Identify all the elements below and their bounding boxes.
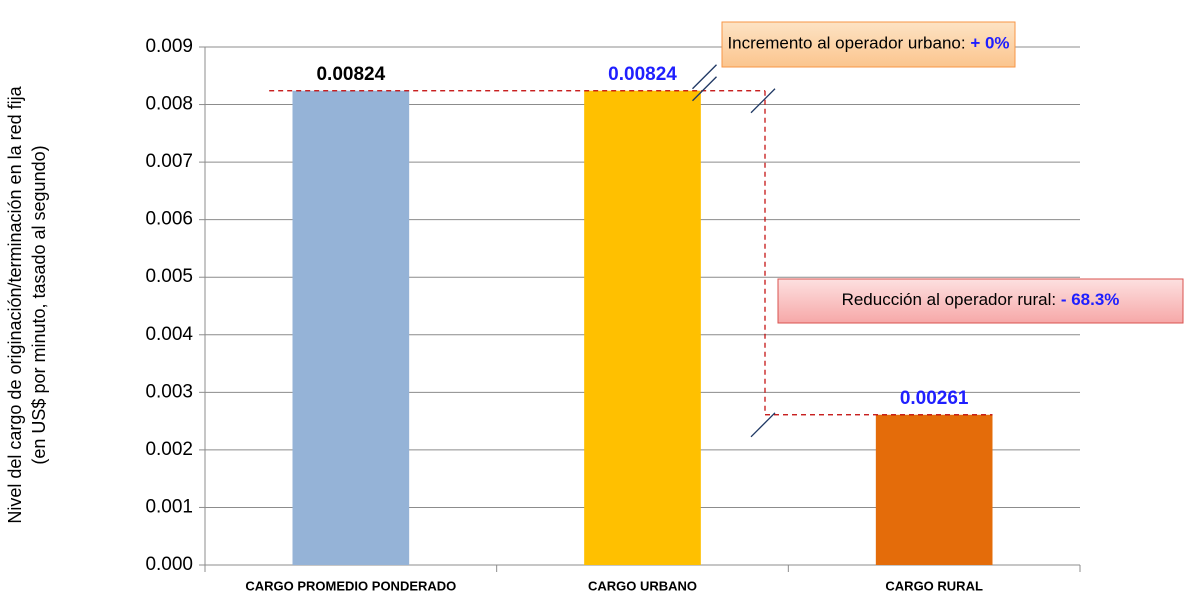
x-tick-label: CARGO URBANO [588,578,697,593]
annotation-box [777,278,1184,324]
value-label: 0.00824 [316,64,385,85]
break-mark [692,64,717,90]
y-tick-label: 0.006 [145,209,193,230]
y-axis-label: (en US$ por minuto, tasado al segundo) [29,145,49,464]
y-tick-label: 0.003 [145,381,193,402]
value-label: 0.00261 [900,388,969,409]
y-tick-label: 0.005 [145,266,193,287]
annotation-text: Reducción al operador rural: [842,290,1061,309]
break-mark [692,76,717,102]
annotation-highlight: - 68.3% [1061,290,1120,309]
x-tick-label: CARGO PROMEDIO PONDERADO [245,578,456,593]
y-tick-label: 0.001 [145,496,193,517]
annotation-highlight: + 0% [970,34,1009,53]
value-label: 0.00824 [608,64,677,85]
y-tick-label: 0.008 [145,94,193,115]
y-tick-label: 0.000 [145,554,193,575]
annotation-box [721,21,1016,68]
annotation: Incremento al operador urbano: + 0% [727,34,1009,53]
bar [584,90,701,566]
break-mark [750,412,776,438]
break-mark [750,88,776,114]
y-tick-label: 0.009 [145,36,193,57]
y-tick-label: 0.002 [145,439,193,460]
annotation: Reducción al operador rural: - 68.3% [842,290,1120,309]
y-tick-label: 0.007 [145,151,193,172]
annotation-text: Incremento al operador urbano: [727,34,970,53]
bar [292,90,410,566]
bar [875,414,993,565]
x-tick-label: CARGO RURAL [885,578,983,593]
y-axis-label: Nivel del cargo de originación/terminaci… [5,85,25,523]
y-tick-label: 0.004 [145,324,193,345]
